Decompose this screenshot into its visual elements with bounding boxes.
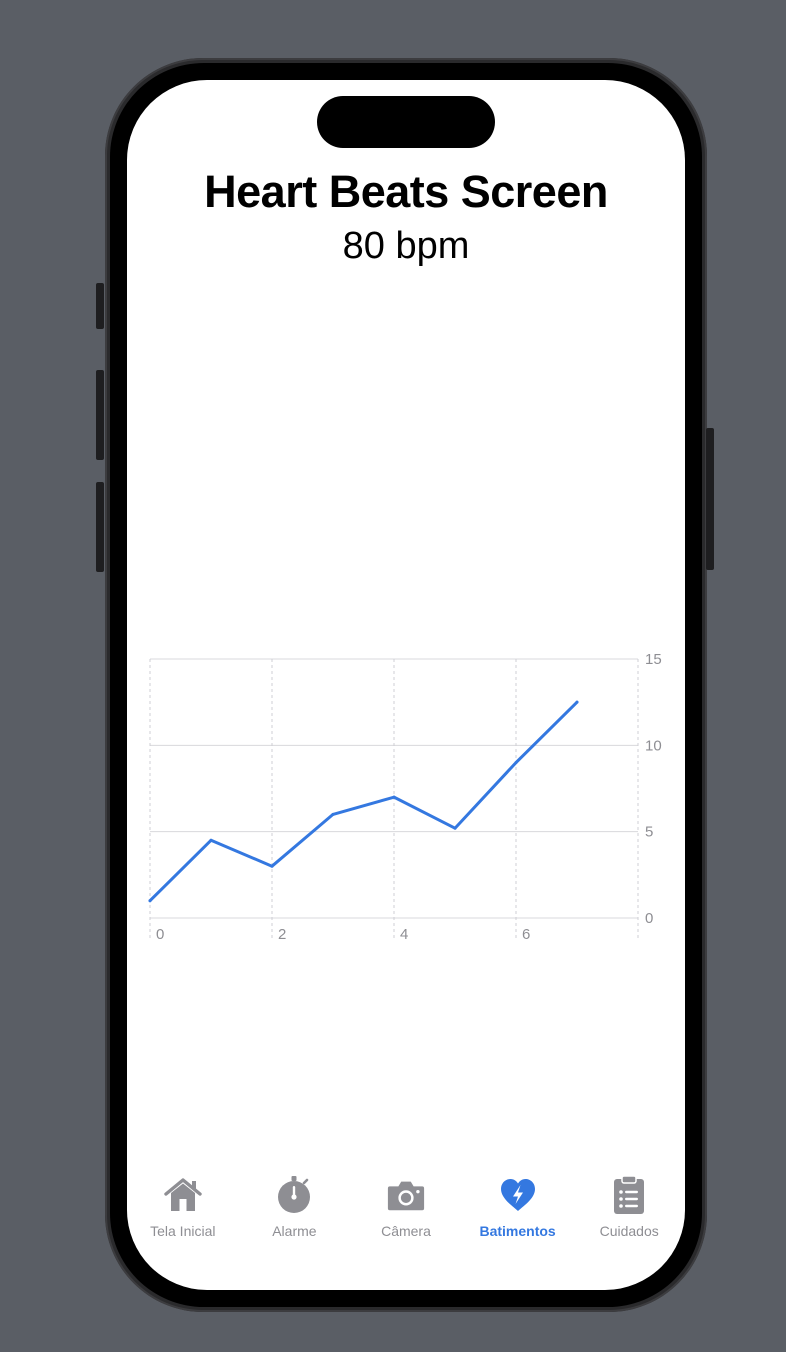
tab-tela-inicial[interactable]: Tela Inicial bbox=[127, 1175, 239, 1255]
data-point bbox=[270, 864, 274, 868]
phone-screen: Heart Beats Screen 80 bpm 0 5 10 15 0 2 4 6 Tel… bbox=[127, 80, 685, 1290]
camera-icon bbox=[386, 1175, 426, 1215]
data-point bbox=[209, 838, 213, 842]
tab-label: Batimentos bbox=[479, 1223, 556, 1239]
y-tick-label: 5 bbox=[645, 824, 653, 841]
tab-batimentos[interactable]: Batimentos bbox=[462, 1175, 574, 1255]
action-button bbox=[96, 283, 104, 329]
data-point bbox=[575, 700, 579, 704]
tab-alarme[interactable]: Alarme bbox=[239, 1175, 351, 1255]
x-tick-label: 2 bbox=[278, 926, 286, 943]
page-title: Heart Beats Screen bbox=[204, 166, 608, 217]
data-point bbox=[453, 826, 457, 830]
tab-label: Câmera bbox=[381, 1223, 431, 1239]
dynamic-island bbox=[317, 96, 495, 148]
data-point bbox=[514, 761, 518, 765]
power-button bbox=[706, 428, 714, 570]
x-tick-label: 6 bbox=[522, 926, 530, 943]
data-point bbox=[331, 812, 335, 816]
x-tick-label: 4 bbox=[400, 926, 408, 943]
tab-label: Tela Inicial bbox=[150, 1223, 216, 1239]
tab-camera[interactable]: Câmera bbox=[350, 1175, 462, 1255]
bpm-readout: 80 bpm bbox=[342, 225, 470, 267]
data-point bbox=[148, 899, 152, 903]
house-icon bbox=[163, 1175, 203, 1215]
tab-cuidados[interactable]: Cuidados bbox=[573, 1175, 685, 1255]
volume-up-button bbox=[96, 370, 104, 460]
heart-bolt-icon bbox=[498, 1175, 538, 1215]
tab-label: Cuidados bbox=[599, 1223, 659, 1239]
volume-down-button bbox=[96, 482, 104, 572]
y-tick-label: 0 bbox=[645, 910, 653, 927]
x-tick-label: 0 bbox=[156, 926, 164, 943]
tab-label: Alarme bbox=[272, 1223, 317, 1239]
heart-rate-line bbox=[148, 700, 579, 903]
data-point bbox=[392, 795, 396, 799]
stopwatch-icon bbox=[274, 1175, 314, 1215]
clipboard-list-icon bbox=[609, 1175, 649, 1215]
heart-rate-chart: 0 5 10 15 0 2 4 6 bbox=[148, 651, 662, 943]
y-tick-label: 15 bbox=[645, 651, 662, 668]
y-tick-label: 10 bbox=[645, 737, 662, 754]
tab-bar: Tela Inicial Alarme bbox=[127, 1175, 685, 1255]
